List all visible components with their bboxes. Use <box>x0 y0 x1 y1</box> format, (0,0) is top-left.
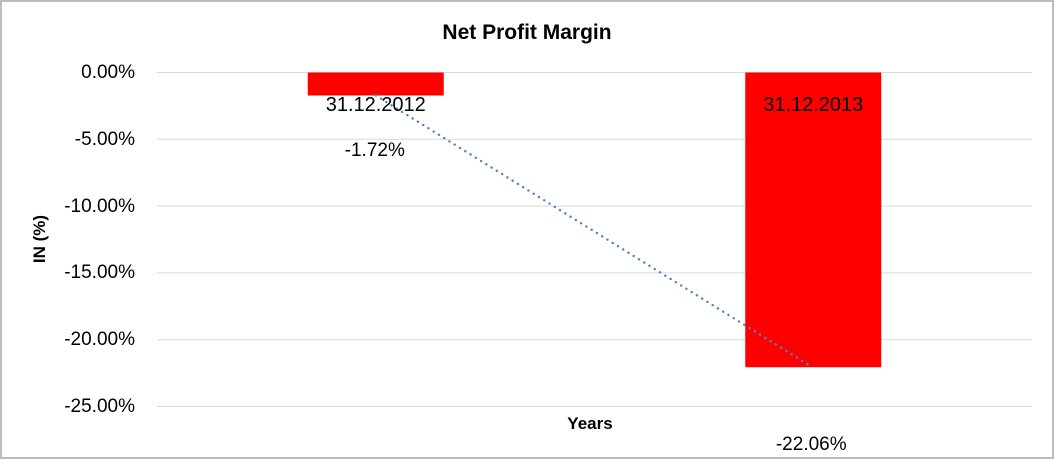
y-tick-label: -15.00% <box>64 262 135 284</box>
category-label-2013: 31.12.2013 <box>763 94 864 116</box>
value-label-2012: -1.72% <box>344 140 405 161</box>
bar-31-12-2013[interactable] <box>745 72 882 368</box>
value-label-2013: -22.06% <box>775 434 847 455</box>
x-axis-title: Years <box>567 414 613 433</box>
bar-31-12-2012[interactable] <box>307 72 444 96</box>
y-tick-label: -25.00% <box>64 396 135 417</box>
y-tick-label: -20.00% <box>64 329 135 351</box>
y-tick-label: -5.00% <box>74 128 135 150</box>
chart-title: Net Profit Margin <box>442 21 612 44</box>
category-label-2012: 31.12.2012 <box>325 94 426 116</box>
y-tick-label: 0.00% <box>81 62 135 83</box>
y-tick-label: -10.00% <box>64 195 135 217</box>
trendline[interactable] <box>374 94 811 367</box>
y-axis-title: IN (%) <box>30 214 49 264</box>
